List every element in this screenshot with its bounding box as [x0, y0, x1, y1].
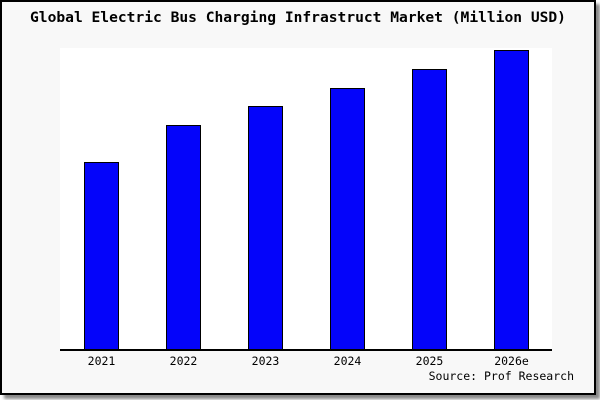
x-tick-label-2026e: 2026e: [494, 354, 529, 368]
chart-title: Global Electric Bus Charging Infrastruct…: [30, 9, 566, 26]
bar-2022: [166, 125, 201, 349]
x-tick-label-2022: 2022: [169, 354, 198, 368]
bar-2023: [248, 106, 283, 349]
x-tick-label-2025: 2025: [415, 354, 444, 368]
x-tick-label-2023: 2023: [251, 354, 280, 368]
source-label: Source: Prof Research: [428, 369, 574, 383]
bar-2026e: [494, 50, 529, 349]
bar-2024: [330, 88, 365, 349]
bar-2021: [84, 162, 119, 349]
x-tick-label-2021: 2021: [87, 354, 116, 368]
x-tick-label-2024: 2024: [333, 354, 362, 368]
bar-2025: [412, 69, 447, 349]
plot-area: [60, 48, 552, 351]
